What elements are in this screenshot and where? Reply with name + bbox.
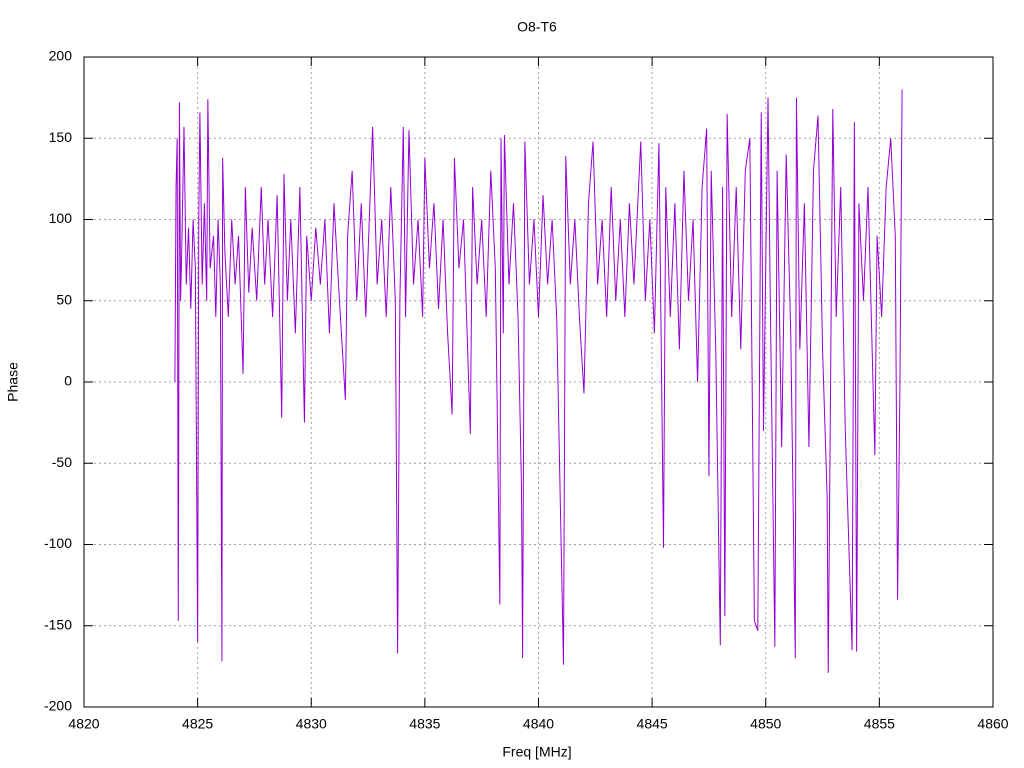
y-tick-label: 0 [64, 373, 72, 389]
y-tick-label: 50 [56, 291, 72, 307]
x-tick-label: 4860 [977, 716, 1008, 732]
x-tick-label: 4840 [523, 716, 554, 732]
x-tick-label: 4835 [409, 716, 440, 732]
y-tick-label: -50 [52, 454, 72, 470]
plot-frame [83, 56, 994, 708]
y-axis-label: Phase [5, 362, 21, 402]
y-tick-label: 200 [49, 48, 73, 64]
x-axis-label: Freq [MHz] [502, 744, 571, 760]
y-tick-label: 150 [49, 129, 73, 145]
data-line [174, 89, 903, 673]
x-tick-label: 4855 [864, 716, 895, 732]
y-tick-label: -200 [44, 698, 72, 714]
x-tick-label: 4850 [750, 716, 781, 732]
x-tick-label: 4830 [296, 716, 327, 732]
x-tick-label: 4820 [68, 716, 99, 732]
x-tick-label: 4825 [182, 716, 213, 732]
x-tick-label: 4845 [637, 716, 668, 732]
y-tick-label: 100 [49, 210, 73, 226]
plot [174, 89, 903, 673]
chart-title: O8-T6 [517, 19, 557, 35]
y-tick-label: -150 [44, 616, 72, 632]
y-tick-label: -100 [44, 535, 72, 551]
